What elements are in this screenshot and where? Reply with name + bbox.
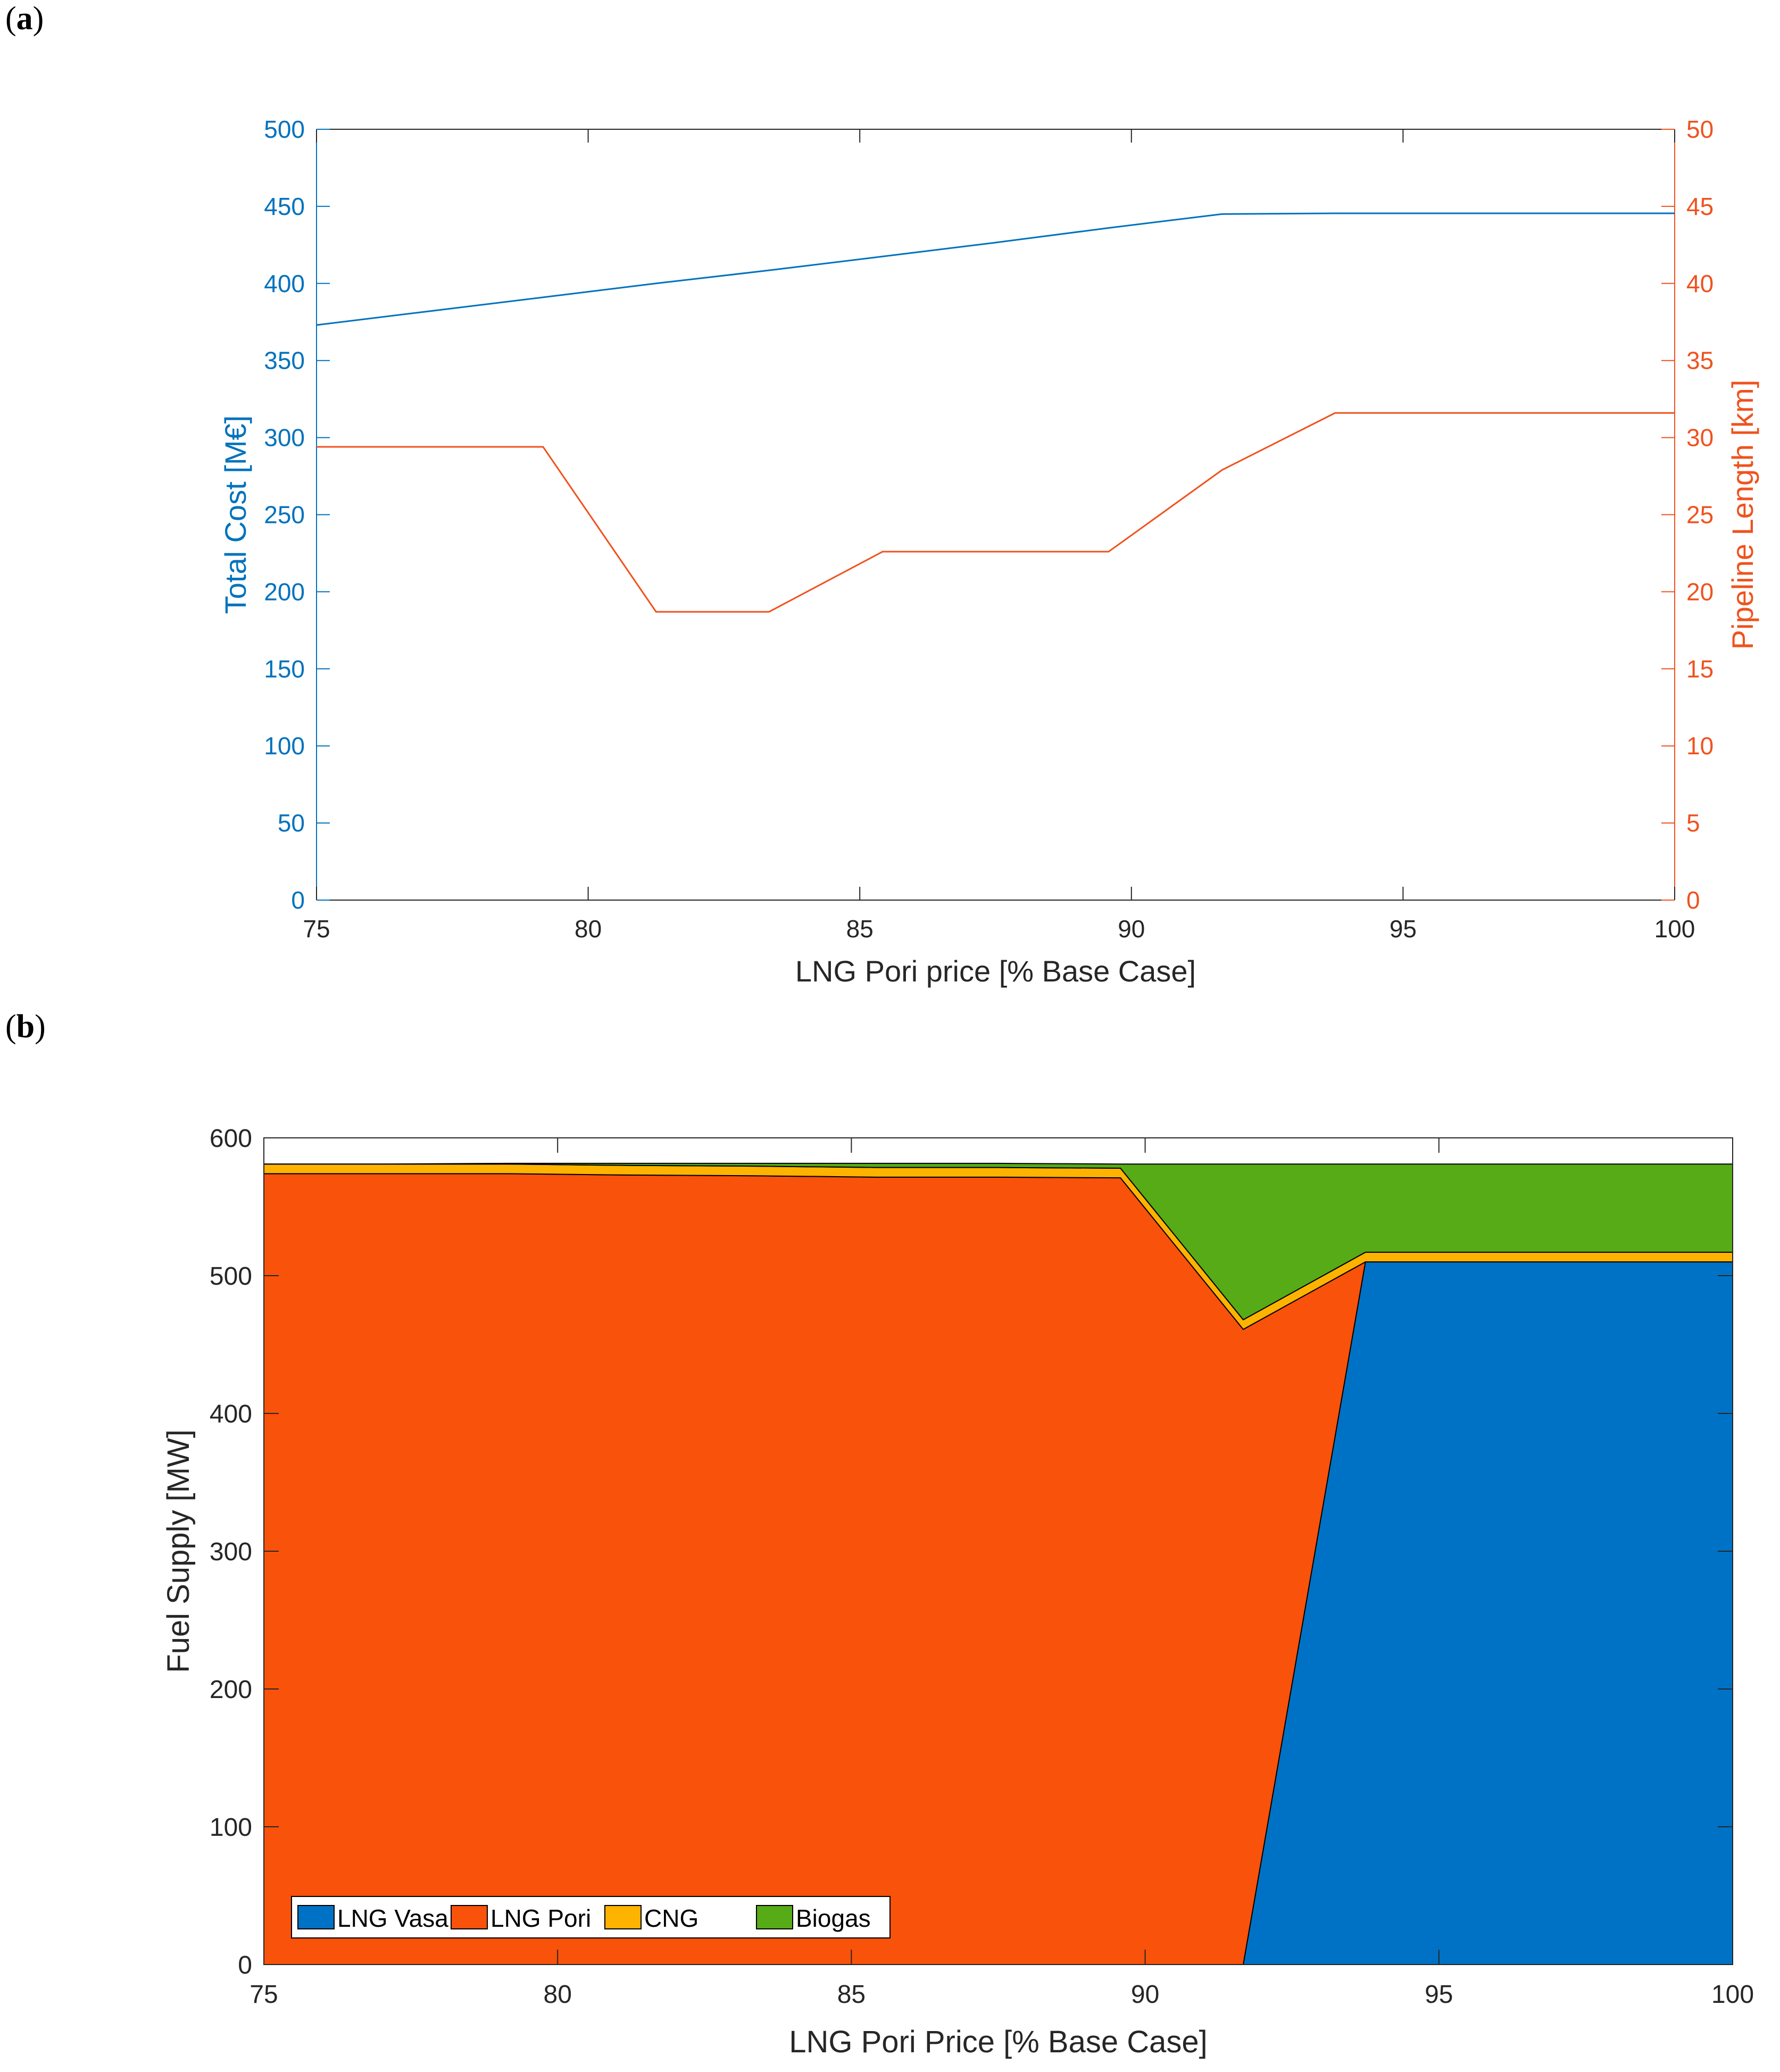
b-x-tick-label: 100 <box>1711 1981 1754 2009</box>
a-y-right-tick-label: 20 <box>1686 578 1714 605</box>
a-x-tick-label: 80 <box>575 915 602 943</box>
a-x-tick-label: 90 <box>1118 915 1145 943</box>
a-y-right-tick-label: 0 <box>1686 886 1700 914</box>
b-y-tick-label: 300 <box>210 1538 252 1566</box>
a-y-right-tick-label: 40 <box>1686 270 1714 297</box>
a-x-axis-label: LNG Pori price [% Base Case] <box>795 954 1196 988</box>
b-y-tick-label: 0 <box>238 1951 252 1979</box>
a-y-right-tick-label: 15 <box>1686 655 1714 683</box>
a-x-tick-label: 95 <box>1390 915 1417 943</box>
a-series-pipeline-length-line <box>317 412 1675 613</box>
b-x-axis-label: LNG Pori Price [% Base Case] <box>789 2025 1208 2059</box>
a-y-tick-label: 0 <box>291 886 305 914</box>
a-y-tick-label: 300 <box>264 424 305 452</box>
a-y-tick-label: 500 <box>264 115 305 143</box>
a-x-tick-label: 100 <box>1654 915 1695 943</box>
b-legend-label-lng-pori: LNG Pori <box>490 1904 591 1932</box>
chart-b: 75 80 85 90 95 100 0 100 200 300 400 500 600 LNG Pori… <box>161 1125 1754 2059</box>
a-y-tick-label: 100 <box>264 732 305 760</box>
a-x-tick-label: 85 <box>846 915 874 943</box>
b-legend-label-cng: CNG <box>644 1904 698 1932</box>
b-legend-swatch-lng-pori <box>451 1905 488 1929</box>
b-y-tick-label: 200 <box>210 1676 252 1704</box>
b-x-tick-label: 85 <box>837 1981 866 2009</box>
a-y-tick-label: 200 <box>264 578 305 605</box>
a-y-axis-label: Total Cost [M€] <box>219 415 252 614</box>
a-y-right-tick-label: 35 <box>1686 347 1714 375</box>
a-y-right-tick-label: 50 <box>1686 115 1714 143</box>
a-y-right-axis-label: Pipeline Length [km] <box>1726 380 1759 650</box>
a-y-right-tick-label: 45 <box>1686 193 1714 220</box>
b-x-tick-label: 90 <box>1131 1981 1159 2009</box>
b-legend-swatch-biogas <box>756 1905 793 1929</box>
a-y-tick-label: 350 <box>264 347 305 375</box>
b-x-tick-label: 75 <box>249 1981 278 2009</box>
panel-b-label: (b) <box>5 1009 46 1045</box>
b-y-tick-label: 100 <box>210 1813 252 1842</box>
b-legend-swatch-lng-vasa <box>297 1905 335 1929</box>
a-y-right-tick-label: 5 <box>1686 809 1700 837</box>
a-y-right-tick-label: 30 <box>1686 424 1714 452</box>
a-y-tick-label: 400 <box>264 270 305 297</box>
b-legend-swatch-cng <box>604 1905 642 1929</box>
b-legend-label-biogas: Biogas <box>796 1904 871 1932</box>
a-series-total-cost-line <box>316 212 1675 326</box>
a-y-tick-label: 50 <box>278 809 305 837</box>
b-legend: LNG Vasa LNG Pori CNG Biogas <box>291 1896 891 1938</box>
b-y-tick-label: 500 <box>210 1262 252 1291</box>
a-x-tick-label: 75 <box>303 915 330 943</box>
a-y-right-tick-label: 25 <box>1686 501 1714 529</box>
b-x-tick-label: 80 <box>544 1981 572 2009</box>
chart-a: 75 80 85 90 95 100050100150200250300350400450… <box>219 115 1759 988</box>
b-y-tick-label: 400 <box>210 1400 252 1428</box>
a-y-tick-label: 250 <box>264 501 305 529</box>
a-y-right-tick-label: 10 <box>1686 732 1714 760</box>
b-x-tick-label: 95 <box>1425 1981 1453 2009</box>
panel-a-label: (a) <box>5 1 44 37</box>
b-y-tick-label: 600 <box>210 1125 252 1153</box>
b-y-axis-label: Fuel Supply [MW] <box>161 1429 196 1673</box>
a-y-tick-label: 450 <box>264 193 305 220</box>
a-y-tick-label: 150 <box>264 655 305 683</box>
b-legend-label-lng-vasa: LNG Vasa <box>337 1904 448 1932</box>
